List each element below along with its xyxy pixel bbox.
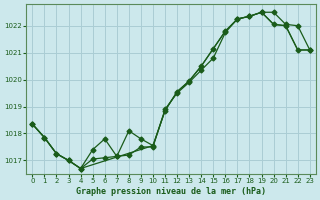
X-axis label: Graphe pression niveau de la mer (hPa): Graphe pression niveau de la mer (hPa) xyxy=(76,187,266,196)
